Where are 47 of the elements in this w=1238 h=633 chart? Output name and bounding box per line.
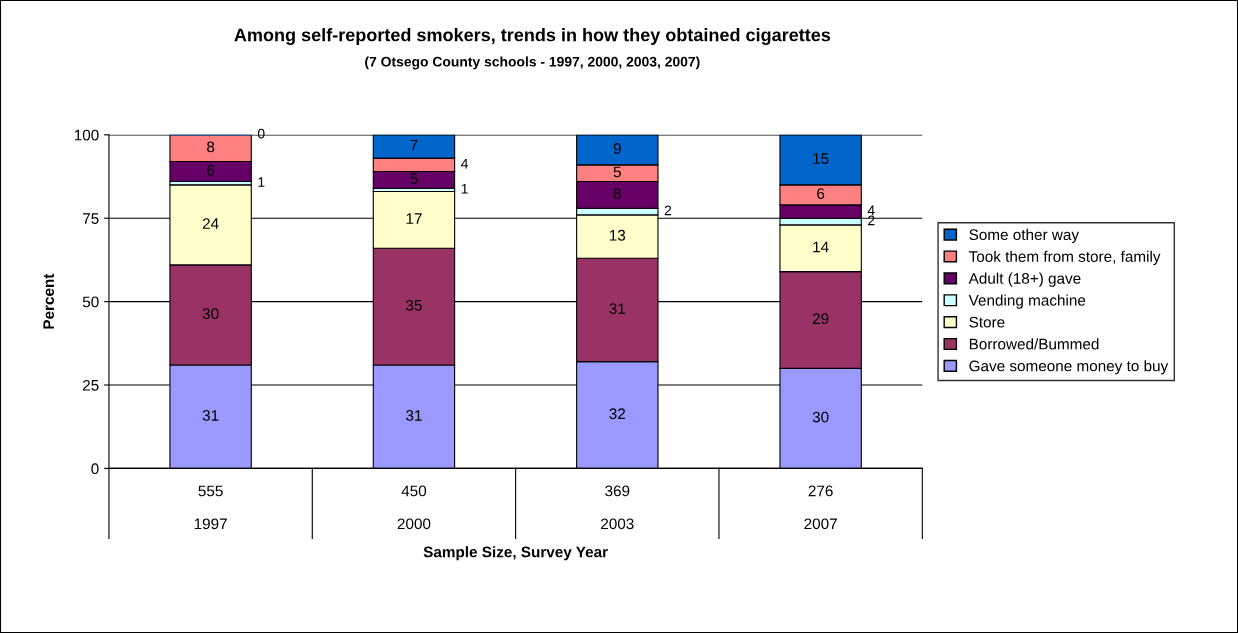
legend-label: Store	[969, 316, 1005, 328]
data-label: 1	[461, 183, 468, 194]
data-label: 6	[207, 164, 215, 176]
y-tick-label: 50	[82, 296, 99, 308]
data-label: 14	[813, 241, 829, 253]
data-label: 13	[609, 229, 626, 241]
data-label: 5	[613, 166, 621, 178]
data-label: 1	[258, 177, 265, 187]
data-label: 30	[202, 308, 219, 320]
x-axis-title: Sample Size, Survey Year	[423, 546, 608, 561]
legend-label: Borrowed/Bummed	[969, 338, 1099, 350]
y-tick-label: 100	[74, 129, 99, 141]
data-label: 8	[207, 141, 215, 153]
data-label: 4	[867, 205, 875, 216]
data-label: 31	[609, 303, 626, 315]
y-axis-title: Percent	[43, 273, 55, 329]
data-label: 31	[202, 410, 219, 421]
data-label: 30	[812, 411, 829, 423]
category-label: 450 2000	[397, 485, 431, 530]
data-label: 35	[406, 299, 422, 311]
data-label: 32	[609, 408, 626, 420]
chart-subtitle: (7 Otsego County schools - 1997, 2000, 2003, 2007)	[365, 56, 700, 70]
legend-label: Adult (18+) gave	[968, 272, 1081, 287]
data-label: 31	[406, 410, 422, 421]
data-label: 7	[410, 139, 418, 151]
data-label: 8	[613, 188, 621, 199]
data-label: 5	[410, 173, 418, 184]
chart-title: Among self-reported smokers, trends in how they obtained cigarettes	[234, 28, 831, 45]
y-tick-label: 75	[83, 213, 99, 224]
data-label: 17	[406, 213, 422, 224]
data-label: 4	[461, 158, 469, 169]
legend-label: Vending machine	[968, 294, 1086, 309]
data-label: 9	[613, 143, 621, 154]
y-tick-label: 25	[83, 379, 99, 391]
legend-label: Took them from store, family	[968, 250, 1161, 265]
category-label: 276 2007	[804, 485, 837, 530]
category-label: 369 2003	[601, 485, 634, 530]
category-label: 555 1997	[194, 485, 227, 530]
data-label: 2	[664, 205, 672, 216]
data-label: 24	[202, 218, 219, 229]
data-label: 15	[813, 153, 829, 164]
legend-label: Gave someone money to buy	[969, 360, 1169, 375]
legend-label: Some other way	[969, 228, 1079, 244]
data-label: 0	[257, 128, 265, 139]
y-tick-label: 0	[91, 463, 99, 475]
data-label: 29	[812, 313, 829, 325]
data-label: 6	[817, 188, 825, 199]
